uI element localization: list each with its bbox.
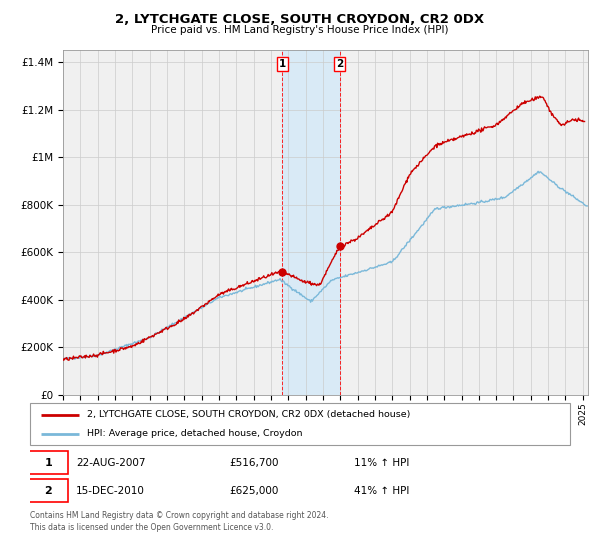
Text: 2: 2: [336, 59, 343, 69]
Text: 2, LYTCHGATE CLOSE, SOUTH CROYDON, CR2 0DX (detached house): 2, LYTCHGATE CLOSE, SOUTH CROYDON, CR2 0…: [86, 410, 410, 419]
Text: 22-AUG-2007: 22-AUG-2007: [76, 458, 145, 468]
FancyBboxPatch shape: [29, 479, 68, 502]
Text: Contains HM Land Registry data © Crown copyright and database right 2024.
This d: Contains HM Land Registry data © Crown c…: [30, 511, 329, 531]
Text: 1: 1: [278, 59, 286, 69]
Text: 11% ↑ HPI: 11% ↑ HPI: [354, 458, 409, 468]
Text: 2: 2: [44, 486, 52, 496]
Text: £516,700: £516,700: [230, 458, 280, 468]
Text: Price paid vs. HM Land Registry's House Price Index (HPI): Price paid vs. HM Land Registry's House …: [151, 25, 449, 35]
Bar: [282, 50, 340, 395]
Text: 15-DEC-2010: 15-DEC-2010: [76, 486, 145, 496]
Text: 1: 1: [44, 458, 52, 468]
FancyBboxPatch shape: [30, 403, 570, 445]
Text: 41% ↑ HPI: 41% ↑ HPI: [354, 486, 409, 496]
FancyBboxPatch shape: [29, 451, 68, 474]
Text: HPI: Average price, detached house, Croydon: HPI: Average price, detached house, Croy…: [86, 430, 302, 438]
Text: 2, LYTCHGATE CLOSE, SOUTH CROYDON, CR2 0DX: 2, LYTCHGATE CLOSE, SOUTH CROYDON, CR2 0…: [115, 13, 485, 26]
Text: £625,000: £625,000: [230, 486, 279, 496]
